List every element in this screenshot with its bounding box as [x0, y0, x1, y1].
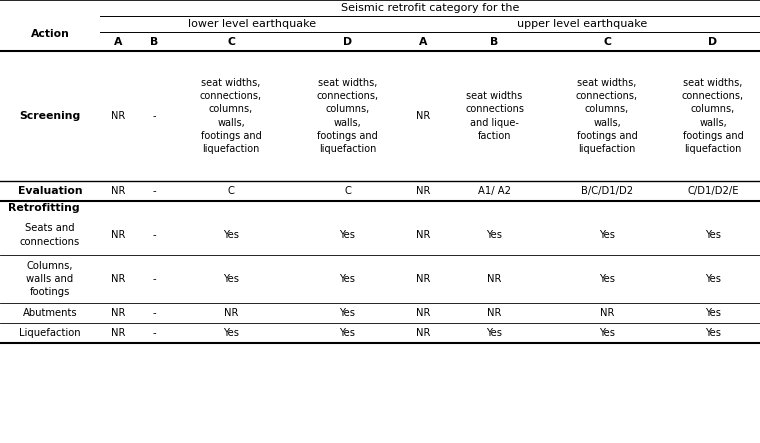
Text: B/C/D1/D2: B/C/D1/D2 [581, 186, 633, 196]
Text: -: - [152, 111, 156, 121]
Text: A: A [419, 36, 427, 47]
Text: NR: NR [111, 186, 125, 196]
Text: D: D [708, 36, 717, 47]
Text: NR: NR [416, 186, 430, 196]
Text: NR: NR [111, 308, 125, 318]
Text: Yes: Yes [223, 230, 239, 240]
Text: Yes: Yes [340, 308, 356, 318]
Text: seat widths
connections
and lique-
faction: seat widths connections and lique- facti… [465, 91, 524, 141]
Text: NR: NR [416, 230, 430, 240]
Text: C: C [344, 186, 351, 196]
Text: seat widths,
connections,
columns,
walls,
footings and
liquefaction: seat widths, connections, columns, walls… [316, 78, 378, 154]
Text: Yes: Yes [486, 328, 502, 338]
Text: NR: NR [487, 274, 502, 284]
Text: Abutments: Abutments [23, 308, 78, 318]
Text: Yes: Yes [223, 274, 239, 284]
Text: Yes: Yes [599, 230, 615, 240]
Text: NR: NR [223, 308, 238, 318]
Text: Yes: Yes [705, 274, 721, 284]
Text: seat widths,
connections,
columns,
walls,
footings and
liquefaction: seat widths, connections, columns, walls… [200, 78, 262, 154]
Text: -: - [152, 274, 156, 284]
Text: upper level earthquake: upper level earthquake [518, 19, 648, 29]
Text: Action: Action [30, 28, 69, 39]
Text: NR: NR [111, 111, 125, 121]
Text: Yes: Yes [599, 274, 615, 284]
Text: NR: NR [600, 308, 614, 318]
Text: B: B [150, 36, 158, 47]
Text: -: - [152, 230, 156, 240]
Text: A1/ A2: A1/ A2 [478, 186, 511, 196]
Text: -: - [152, 328, 156, 338]
Text: NR: NR [416, 328, 430, 338]
Text: -: - [152, 186, 156, 196]
Text: Yes: Yes [486, 230, 502, 240]
Text: C: C [603, 36, 611, 47]
Text: NR: NR [111, 328, 125, 338]
Text: NR: NR [487, 308, 502, 318]
Text: Evaluation: Evaluation [17, 186, 82, 196]
Text: Yes: Yes [705, 308, 721, 318]
Text: B: B [490, 36, 499, 47]
Text: NR: NR [416, 274, 430, 284]
Text: NR: NR [416, 111, 430, 121]
Text: Yes: Yes [705, 230, 721, 240]
Text: D: D [343, 36, 352, 47]
Text: NR: NR [111, 230, 125, 240]
Text: seat widths,
connections,
columns,
walls,
footings and
liquefaction: seat widths, connections, columns, walls… [682, 78, 744, 154]
Text: Seismic retrofit category for the: Seismic retrofit category for the [340, 3, 519, 13]
Text: C: C [227, 186, 234, 196]
Text: -: - [152, 308, 156, 318]
Text: C/D1/D2/E: C/D1/D2/E [687, 186, 739, 196]
Text: lower level earthquake: lower level earthquake [188, 19, 317, 29]
Text: Yes: Yes [340, 328, 356, 338]
Text: Yes: Yes [599, 328, 615, 338]
Text: NR: NR [416, 308, 430, 318]
Text: Yes: Yes [340, 230, 356, 240]
Text: NR: NR [111, 274, 125, 284]
Text: Retrofitting: Retrofitting [8, 203, 80, 213]
Text: Yes: Yes [340, 274, 356, 284]
Text: C: C [227, 36, 235, 47]
Text: seat widths,
connections,
columns,
walls,
footings and
liquefaction: seat widths, connections, columns, walls… [576, 78, 638, 154]
Text: Screening: Screening [19, 111, 81, 121]
Text: Columns,
walls and
footings: Columns, walls and footings [27, 261, 74, 297]
Text: Yes: Yes [705, 328, 721, 338]
Text: A: A [114, 36, 122, 47]
Text: Yes: Yes [223, 328, 239, 338]
Text: Seats and
connections: Seats and connections [20, 223, 80, 247]
Text: Liquefaction: Liquefaction [19, 328, 81, 338]
